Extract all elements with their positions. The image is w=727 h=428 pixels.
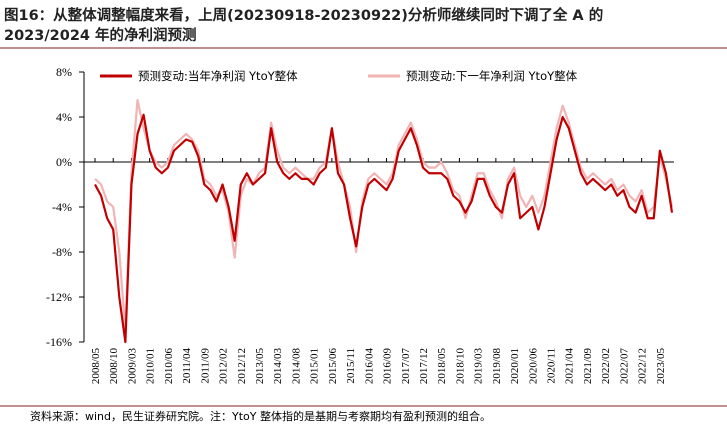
x-tick-label: 2015/01 <box>309 348 321 384</box>
title-line: 2023/2024 年的净利润预测 <box>4 26 197 44</box>
x-tick-label: 2017/12 <box>418 348 430 384</box>
y-tick-label: -16% <box>46 335 72 349</box>
y-tick-label: -12% <box>46 290 72 304</box>
x-tick-label: 2022/12 <box>637 348 649 384</box>
series-line <box>94 99 674 332</box>
y-tick-label: 0% <box>56 155 72 169</box>
x-tick-label: 2020/01 <box>509 348 521 384</box>
x-tick-label: 2008/10 <box>108 348 120 385</box>
title-line: 图16：从整体调整幅度来看，上周(20230918-20230922)分析师继续… <box>4 6 603 24</box>
x-tick-label: 2014/03 <box>272 348 284 385</box>
x-tick-label: 2010/01 <box>145 348 157 384</box>
x-tick-label: 2021/04 <box>564 348 576 385</box>
source-note: 资料来源：wind，民生证券研究院。注：YtoY 整体指的是基期与考察期均有盈利… <box>30 409 491 423</box>
x-tick-label: 2015/11 <box>345 348 357 384</box>
x-tick-label: 2019/03 <box>473 348 485 385</box>
y-tick-label: -4% <box>52 200 72 214</box>
y-tick-label: 4% <box>56 110 72 124</box>
x-tick-label: 2022/02 <box>600 348 612 384</box>
x-tick-label: 2011/09 <box>199 348 211 384</box>
x-tick-label: 2011/04 <box>181 348 193 384</box>
x-tick-label: 2014/08 <box>290 348 302 385</box>
legend-label: 预测变动:下一年净利润 YtoY整体 <box>406 69 578 83</box>
x-tick-label: 2018/05 <box>436 348 448 385</box>
x-tick-label: 2017/07 <box>400 348 412 385</box>
x-tick-label: 2012/02 <box>218 348 230 384</box>
x-tick-label: 2015/06 <box>327 348 339 385</box>
series-line <box>94 113 674 344</box>
x-tick-label: 2021/09 <box>582 348 594 385</box>
x-tick-label: 2022/07 <box>618 348 630 385</box>
x-tick-label: 2012/12 <box>236 348 248 384</box>
legend-label: 预测变动:当年净利润 YtoY整体 <box>138 69 298 83</box>
x-tick-label: 2020/06 <box>527 348 539 385</box>
x-tick-label: 2008/05 <box>90 348 102 385</box>
x-tick-label: 2016/09 <box>382 348 394 385</box>
x-tick-label: 2009/03 <box>126 348 138 385</box>
x-tick-label: 2018/10 <box>454 348 466 385</box>
x-tick-label: 2016/04 <box>363 348 375 385</box>
x-tick-label: 2010/06 <box>163 348 175 385</box>
x-tick-label: 2020/11 <box>546 348 558 384</box>
x-tick-label: 2013/05 <box>254 348 266 385</box>
y-tick-label: 8% <box>56 65 72 79</box>
y-tick-label: -8% <box>52 245 72 259</box>
x-tick-label: 2019/08 <box>491 348 503 385</box>
x-tick-label: 2023/05 <box>655 348 667 385</box>
